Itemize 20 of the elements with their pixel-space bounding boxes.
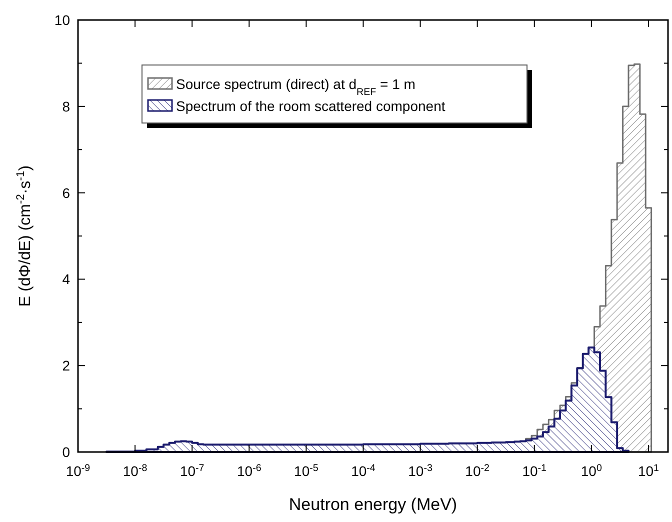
x-tick-label: 10$^{-4}$ (351, 462, 376, 479)
x-tick-label: 10$^{-1}$ (522, 462, 547, 479)
y-tick-label: 4 (62, 271, 70, 288)
x-tick-label: 10$^{-8}$ (122, 462, 148, 479)
y-tick-label: 6 (62, 184, 70, 201)
legend-label: Spectrum of the room scattered component (176, 98, 446, 114)
x-tick-label: 10$^{-9}$ (66, 462, 90, 479)
y-tick-label: 10 (54, 12, 70, 28)
x-tick-label: 10$^{-5}$ (294, 462, 319, 479)
x-tick-label: 10$^{-7}$ (180, 462, 204, 479)
x-tick-label: 10$^{0}$ (580, 462, 602, 479)
x-axis-title: Neutron energy (MeV) (288, 495, 458, 514)
x-tick-label: 10$^{-2}$ (465, 462, 490, 479)
x-tick-label: 10$^{-6}$ (236, 462, 262, 479)
y-tick-label: 0 (62, 444, 70, 460)
x-tick-label: 10$^{-3}$ (408, 462, 433, 479)
y-tick-label: 8 (62, 98, 70, 114)
y-tick-label: 2 (62, 358, 70, 374)
x-tick-label: 10$^{1}$ (638, 462, 659, 479)
legend-label: Source spectrum (direct) at d$_{REF}$ = 1 m (176, 76, 416, 98)
